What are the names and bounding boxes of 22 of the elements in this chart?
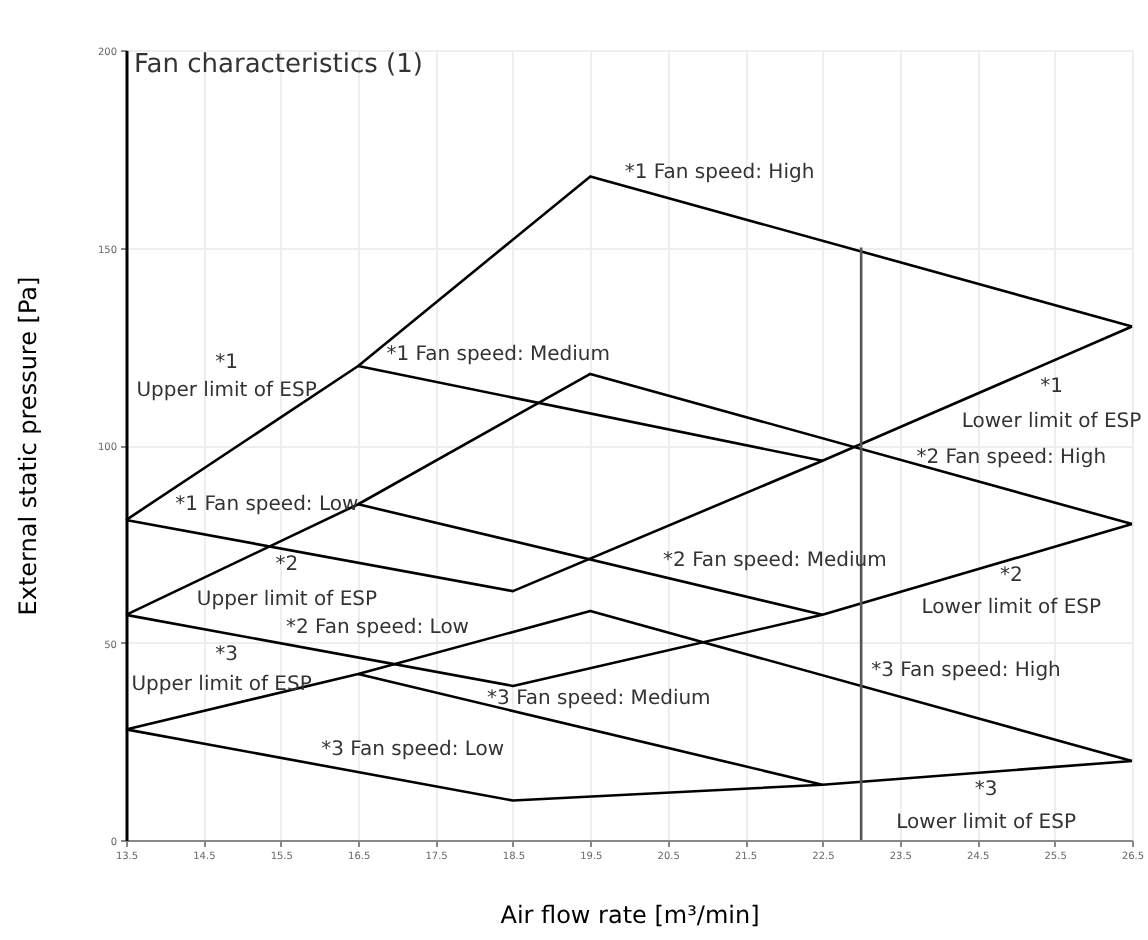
chart-title: Fan characteristics (1) bbox=[134, 50, 423, 80]
annotation: *1 Fan speed: High bbox=[624, 162, 815, 185]
annotation: Lower limit of ESP bbox=[961, 411, 1142, 434]
annotation: *3 Fan speed: Low bbox=[321, 739, 505, 762]
y-axis-title: External static pressure [Pa] bbox=[13, 276, 42, 616]
annotation: *1 bbox=[215, 352, 238, 375]
annotation: *1 bbox=[1040, 375, 1063, 398]
annotation: *3 Fan speed: Medium bbox=[487, 687, 711, 710]
annotation: Upper limit of ESP bbox=[196, 589, 378, 612]
annotation: Lower limit of ESP bbox=[896, 811, 1076, 834]
annotation: Lower limit of ESP bbox=[921, 596, 1102, 619]
annotation: *3 bbox=[974, 778, 998, 801]
annotation: *2 bbox=[275, 553, 299, 576]
annotation: *1 Fan speed: Medium bbox=[386, 344, 610, 367]
annotation: Upper limit of ESP bbox=[136, 379, 317, 402]
annotation: *1 Fan speed: Low bbox=[175, 494, 359, 517]
annotation: *3 bbox=[215, 644, 238, 667]
x-axis-title: Air flow rate [m³/min] bbox=[500, 901, 760, 929]
annotation: *2 Fan speed: High bbox=[916, 446, 1107, 469]
annotation: *2 Fan speed: Low bbox=[286, 616, 469, 639]
annotation: *2 bbox=[999, 565, 1023, 588]
annotation: *3 Fan speed: High bbox=[871, 660, 1061, 683]
